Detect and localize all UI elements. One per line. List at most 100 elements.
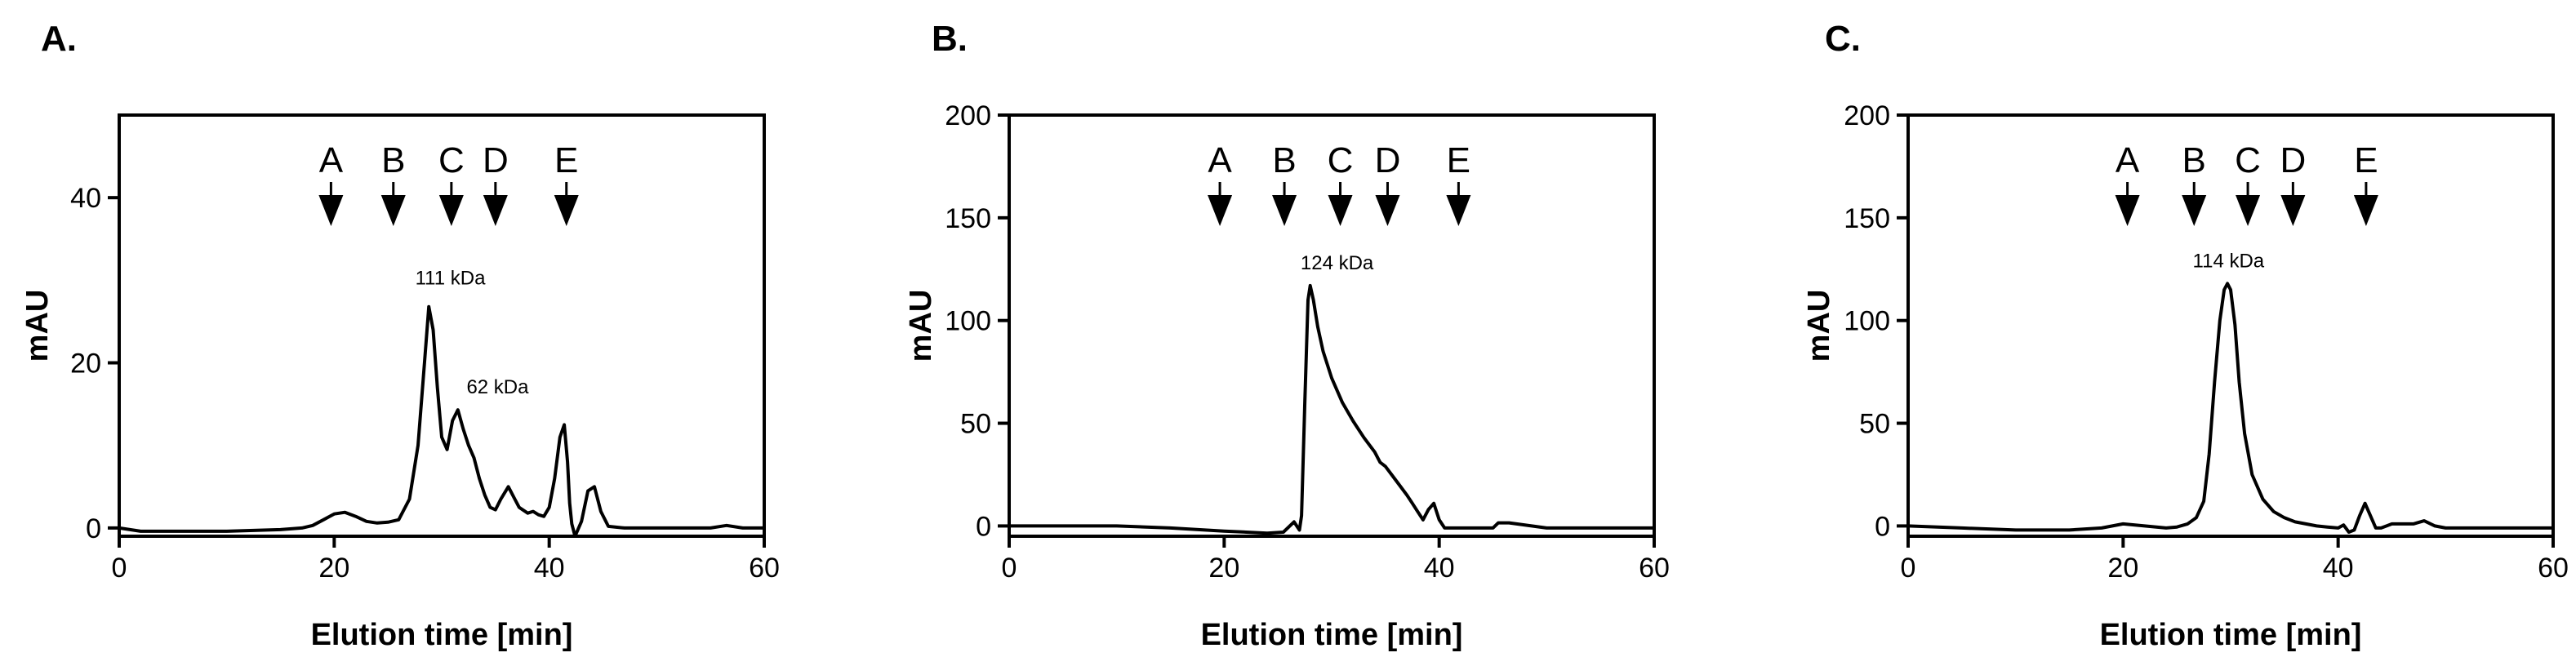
elution-marker: E [2353, 140, 2378, 226]
marker-label: A [1208, 140, 1232, 180]
chromatogram-trace [1907, 282, 2553, 534]
down-arrow-icon [554, 195, 579, 226]
y-tick-label: 0 [976, 511, 991, 542]
ticks [108, 196, 766, 548]
x-tick-label: 40 [1424, 553, 1455, 584]
down-arrow-icon [2353, 195, 2378, 226]
x-tick-label: 20 [2107, 553, 2138, 584]
x-tick-label: 0 [1901, 553, 1916, 584]
down-arrow-icon [2115, 195, 2140, 226]
annotations: 114 kDa [2193, 250, 2265, 272]
marker-label: B [2182, 140, 2206, 180]
x-tick-label: 60 [2538, 553, 2569, 584]
down-arrow-icon [1446, 195, 1471, 226]
x-tick-label: 20 [318, 553, 349, 584]
elution-marker: D [483, 140, 509, 226]
down-arrow-icon [1208, 195, 1233, 226]
panel-label: A. [41, 19, 77, 59]
tick-labels: 0 20 40 60 0 20 40 [70, 183, 780, 584]
x-tick-label: 0 [1002, 553, 1017, 584]
y-tick-label: 200 [945, 100, 991, 131]
down-arrow-icon [1272, 195, 1297, 226]
annotations: 111 kDa 62 kDa [416, 267, 530, 398]
elution-marker: A [1208, 140, 1232, 226]
y-axis-title: mAU [904, 290, 938, 362]
marker-label: A [2116, 140, 2140, 180]
marker-label: E [554, 140, 578, 180]
y-tick-label: 20 [70, 349, 101, 380]
tick-labels: 0 20 40 60 0 50 100 150 200 [1844, 100, 2569, 584]
x-axis-title: Elution time [min] [1201, 618, 1463, 652]
down-arrow-icon [1375, 195, 1400, 226]
chromatogram-trace [118, 304, 764, 538]
y-axis-title: mAU [20, 290, 55, 362]
y-tick-label: 40 [70, 183, 101, 214]
down-arrow-icon [380, 195, 406, 226]
y-tick-label: 100 [1844, 306, 1890, 337]
elution-marker: E [554, 140, 579, 226]
x-tick-label: 20 [1208, 553, 1239, 584]
elution-marker: E [1446, 140, 1471, 226]
elution-marker: A [318, 140, 344, 226]
y-tick-label: 100 [945, 306, 991, 337]
marker-label: C [1328, 140, 1354, 180]
down-arrow-icon [2236, 195, 2261, 226]
chromatogram-trace [1009, 283, 1654, 535]
ticks [1897, 113, 2555, 548]
plot-frame [1906, 113, 2555, 538]
x-tick-label: 60 [749, 553, 780, 584]
y-tick-label: 150 [945, 203, 991, 234]
plot-frame [1008, 113, 1656, 538]
x-axis-title: Elution time [min] [2100, 618, 2362, 652]
elution-marker: A [2115, 140, 2140, 226]
panel-label: B. [932, 19, 968, 59]
y-tick-label: 0 [1875, 511, 1890, 542]
down-arrow-icon [2280, 195, 2306, 226]
elution-marker: B [2182, 140, 2207, 226]
marker-label: E [2354, 140, 2378, 180]
marker-label: B [381, 140, 405, 180]
elution-marker: C [1328, 140, 1354, 226]
x-tick-label: 0 [112, 553, 127, 584]
ticks [998, 113, 1656, 548]
down-arrow-icon [1328, 195, 1353, 226]
peak-annotation: 114 kDa [2193, 250, 2265, 272]
y-tick-label: 200 [1844, 100, 1890, 131]
marker-label: C [438, 140, 465, 180]
x-tick-label: 40 [2323, 553, 2354, 584]
marker-label: B [1272, 140, 1296, 180]
elution-marker: C [438, 140, 465, 226]
down-arrow-icon [2182, 195, 2207, 226]
down-arrow-icon [318, 195, 344, 226]
y-tick-label: 50 [960, 409, 991, 440]
y-tick-label: 50 [1859, 409, 1890, 440]
x-tick-label: 40 [534, 553, 565, 584]
marker-label: D [1375, 140, 1401, 180]
peak-annotation: 111 kDa [416, 267, 486, 289]
marker-label: D [2280, 140, 2306, 180]
y-axis-title: mAU [1802, 290, 1836, 362]
elution-marker: D [1375, 140, 1401, 226]
marker-label: A [319, 140, 344, 180]
annotations: 124 kDa [1301, 252, 1374, 274]
elution-marker: D [2280, 140, 2306, 226]
tick-labels: 0 20 40 60 0 50 100 150 200 [945, 100, 1670, 584]
y-tick-label: 150 [1844, 203, 1890, 234]
x-tick-label: 60 [1639, 553, 1670, 584]
elution-marker: B [380, 140, 406, 226]
marker-label: D [483, 140, 509, 180]
peak-annotation: 124 kDa [1301, 252, 1374, 274]
marker-label: C [2235, 140, 2261, 180]
plot-frame [118, 113, 766, 538]
down-arrow-icon [438, 195, 464, 226]
x-axis-title: Elution time [min] [311, 618, 573, 652]
marker-label: E [1447, 140, 1470, 180]
elution-marker: C [2235, 140, 2261, 226]
